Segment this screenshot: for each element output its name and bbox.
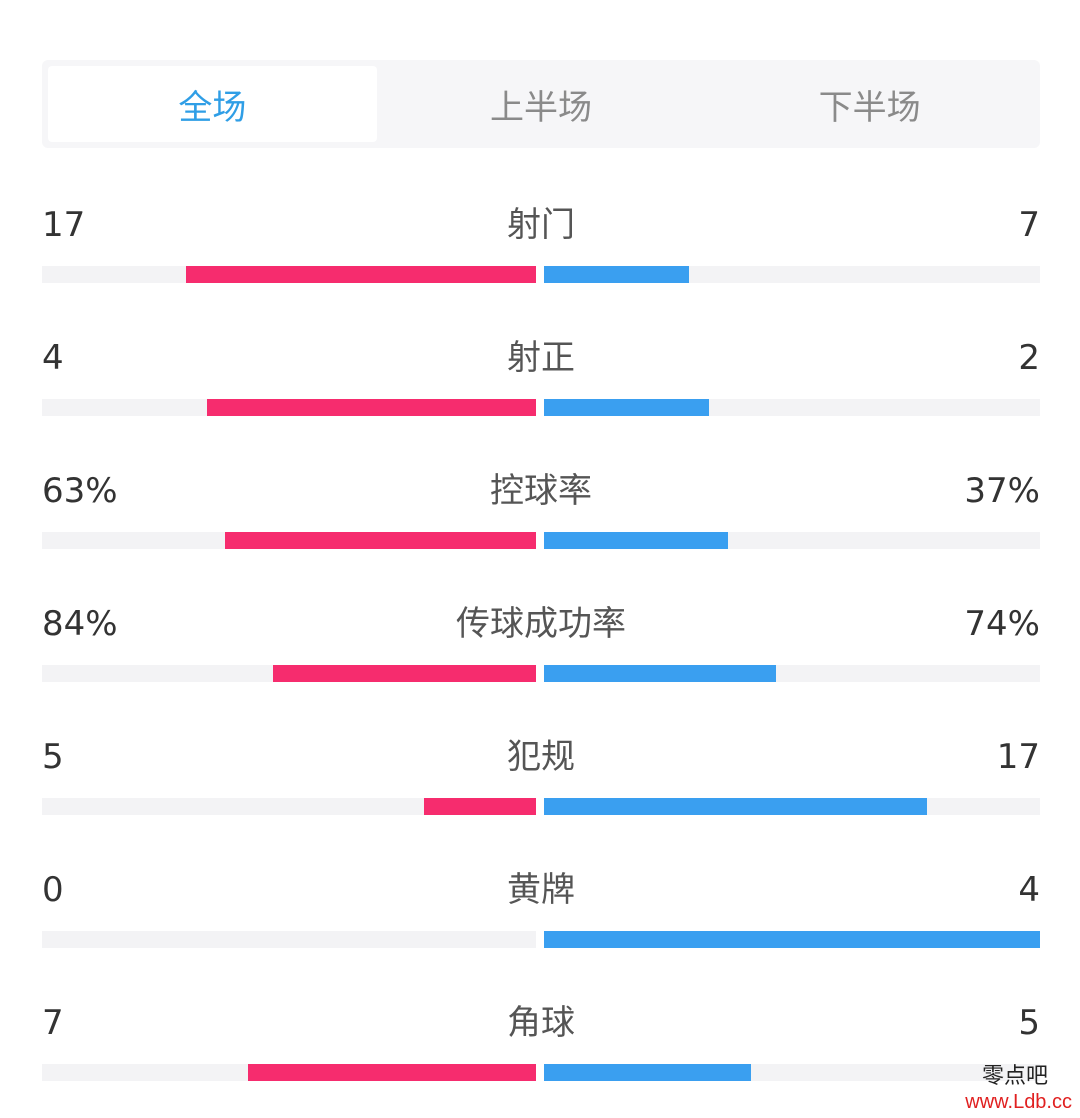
home-value: 5 <box>42 737 64 777</box>
home-bar <box>206 399 536 416</box>
away-value: 37% <box>964 471 1040 511</box>
home-value: 63% <box>42 471 118 511</box>
home-bar-track <box>42 1064 536 1081</box>
stat-label: 射门 <box>507 205 575 245</box>
stat-row-possession: 63% 控球率 37% <box>42 441 1040 574</box>
period-tabs: 全场 上半场 下半场 <box>42 60 1040 148</box>
away-bar <box>544 532 728 549</box>
stat-row-fouls: 5 犯规 17 <box>42 707 1040 840</box>
away-bar-track <box>544 798 1040 815</box>
away-bar-track <box>544 1064 1040 1081</box>
stat-label: 黄牌 <box>507 870 575 910</box>
home-value: 17 <box>42 205 86 245</box>
away-bar <box>544 665 777 682</box>
away-bar-track <box>544 665 1040 682</box>
away-bar-track <box>544 399 1040 416</box>
away-bar-track <box>544 931 1040 948</box>
stat-row-yellow-cards: 0 黄牌 4 <box>42 840 1040 973</box>
watermark-url: www.Ldb.cc <box>965 1091 1072 1113</box>
home-bar-track <box>42 399 536 416</box>
stat-label: 角球 <box>507 1003 575 1043</box>
home-bar <box>273 665 536 682</box>
home-bar <box>224 532 536 549</box>
match-stats: 17 射门 7 4 射正 2 63% 控球率 37% 84% 传球成功率 74%… <box>42 175 1040 1106</box>
stat-row-pass-accuracy: 84% 传球成功率 74% <box>42 574 1040 707</box>
home-bar <box>423 798 536 815</box>
home-bar-track <box>42 665 536 682</box>
away-bar-track <box>544 532 1040 549</box>
home-bar <box>186 266 536 283</box>
watermark: 零点吧 www.Ldb.cc <box>965 1064 1072 1114</box>
away-value: 17 <box>996 737 1040 777</box>
away-value: 74% <box>964 604 1040 644</box>
tab-first-half[interactable]: 上半场 <box>490 87 592 128</box>
home-bar-track <box>42 798 536 815</box>
home-value: 84% <box>42 604 118 644</box>
stat-row-corners: 7 角球 5 <box>42 973 1040 1106</box>
stat-row-shots-on-target: 4 射正 2 <box>42 308 1040 441</box>
away-bar <box>544 399 710 416</box>
away-value: 5 <box>1018 1003 1040 1043</box>
home-value: 7 <box>42 1003 64 1043</box>
home-value: 0 <box>42 870 64 910</box>
home-bar-track <box>42 266 536 283</box>
home-bar <box>248 1064 536 1081</box>
away-bar <box>544 931 1040 948</box>
stat-label: 控球率 <box>490 471 592 511</box>
away-bar-track <box>544 266 1040 283</box>
away-bar <box>544 266 689 283</box>
watermark-name: 零点吧 <box>981 1064 1048 1089</box>
home-bar-track <box>42 931 536 948</box>
away-bar <box>544 1064 751 1081</box>
away-value: 2 <box>1018 338 1040 378</box>
stat-row-shots: 17 射门 7 <box>42 175 1040 308</box>
stat-label: 传球成功率 <box>456 604 626 644</box>
tab-second-half[interactable]: 下半场 <box>818 87 921 128</box>
away-value: 7 <box>1018 205 1040 245</box>
away-value: 4 <box>1018 870 1040 910</box>
away-bar <box>544 798 928 815</box>
home-value: 4 <box>42 338 64 378</box>
tab-full-match[interactable]: 全场 <box>48 66 377 142</box>
stat-label: 射正 <box>507 338 575 378</box>
home-bar-track <box>42 532 536 549</box>
stat-label: 犯规 <box>507 737 575 777</box>
